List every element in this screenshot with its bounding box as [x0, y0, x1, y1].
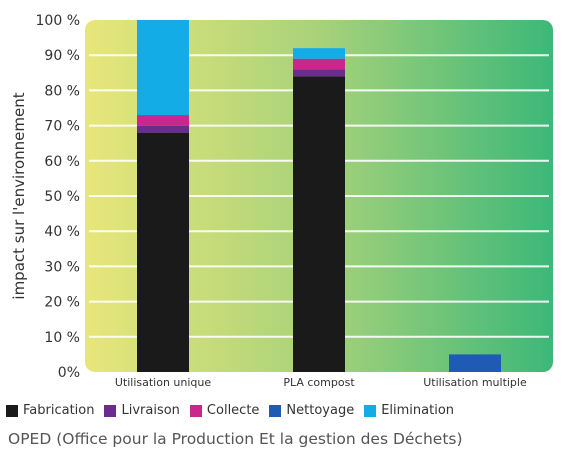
- legend-label: Livraison: [121, 403, 180, 418]
- category-label: PLA compost: [283, 376, 355, 389]
- bars: [137, 20, 501, 372]
- y-tick-label: 0%: [58, 365, 80, 381]
- category-label: Utilisation unique: [115, 376, 212, 389]
- category-label: Utilisation multiple: [423, 376, 527, 389]
- y-tick-label: 40 %: [44, 224, 80, 240]
- legend-label: Collecte: [206, 403, 260, 418]
- bar-segment-livraison: [137, 125, 189, 133]
- y-tick-label: 90 %: [44, 48, 80, 64]
- bar-segment-elimination: [137, 20, 189, 116]
- bar-segment-collecte: [293, 58, 345, 70]
- y-tick-label: 70 %: [44, 119, 80, 135]
- y-tick-label: 10 %: [44, 330, 80, 346]
- legend-item-fabrication: Fabrication: [6, 403, 94, 418]
- y-tick-label: 50 %: [44, 189, 80, 205]
- y-tick-label: 60 %: [44, 154, 80, 170]
- legend-swatch: [189, 404, 202, 417]
- legend-item-livraison: Livraison: [104, 403, 180, 418]
- legend-swatch: [104, 404, 117, 417]
- category-labels: Utilisation unique PLA compost Utilisation…: [115, 376, 527, 389]
- legend: Fabrication Livraison Collecte Nettoyage Eli…: [6, 403, 562, 418]
- y-tick-label: 100 %: [36, 13, 80, 29]
- legend-swatch: [364, 404, 377, 417]
- bar-segment-fabrication: [137, 132, 189, 372]
- bar-segment-fabrication: [293, 76, 345, 372]
- legend-item-nettoyage: Nettoyage: [269, 403, 354, 418]
- legend-item-collecte: Collecte: [189, 403, 260, 418]
- y-tick-label: 80 %: [44, 83, 80, 99]
- legend-label: Nettoyage: [286, 403, 355, 418]
- bar-segment-collecte: [137, 115, 189, 126]
- legend-label: Elimination: [381, 403, 455, 418]
- y-tick-labels: 0% 10 % 20 % 30 % 40 % 50 % 60 % 70 % 80 % 90 % 10…: [36, 13, 80, 381]
- legend-label: Fabrication: [23, 403, 95, 418]
- y-axis-label: impact sur l'environnement: [10, 92, 28, 299]
- y-tick-label: 30 %: [44, 259, 80, 275]
- bar-segment-livraison: [293, 69, 345, 77]
- bar-segment-elimination: [293, 48, 345, 59]
- chart: 0% 10 % 20 % 30 % 40 % 50 % 60 % 70 % 80 % 90 % 10…: [10, 13, 553, 389]
- bar-segment-nettoyage: [449, 354, 501, 372]
- legend-swatch: [6, 404, 18, 417]
- y-tick-label: 20 %: [44, 295, 80, 311]
- legend-item-elimination: Elimination: [364, 403, 454, 418]
- legend-swatch: [269, 404, 282, 417]
- source-caption: OPED (Office pour la Production Et la ge…: [8, 430, 463, 448]
